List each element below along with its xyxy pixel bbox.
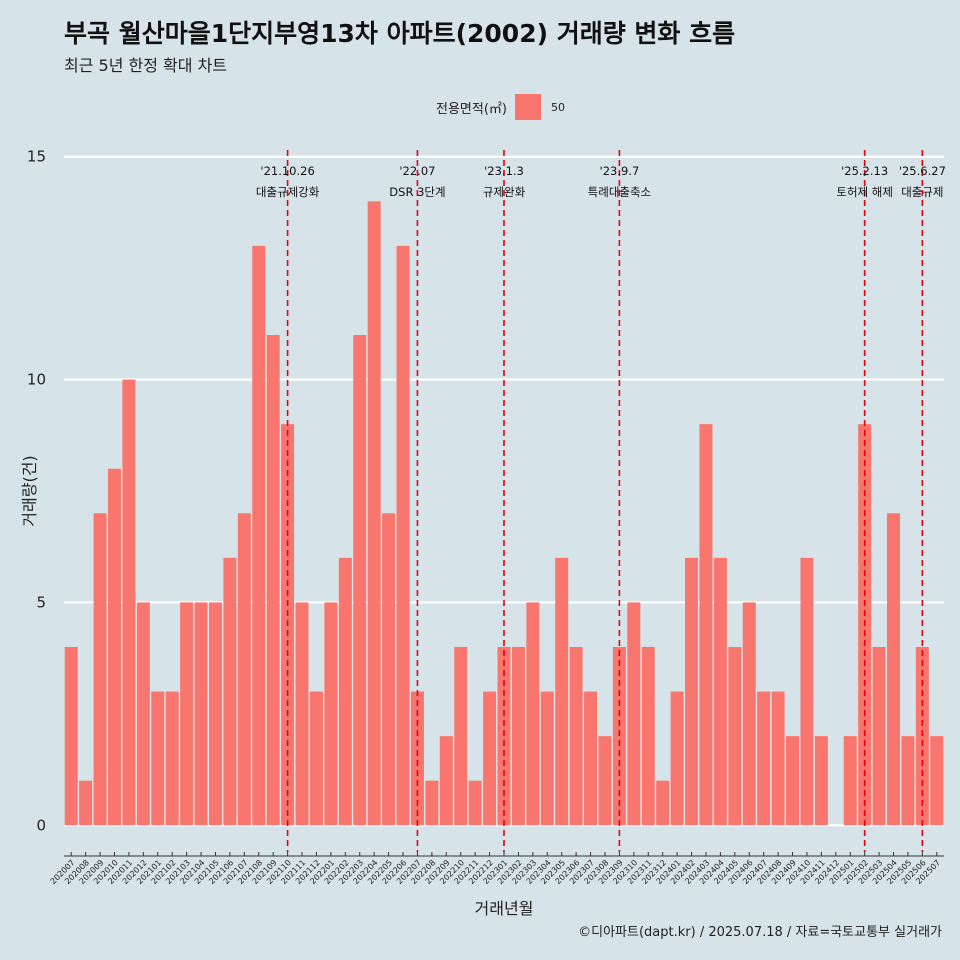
bar-202206 bbox=[396, 245, 410, 826]
bar-202107 bbox=[237, 513, 251, 826]
legend: 전용면적(㎡) 50 bbox=[436, 94, 565, 120]
bar-202306 bbox=[569, 646, 583, 826]
bar-202108 bbox=[252, 245, 266, 826]
bar-202405 bbox=[728, 646, 742, 826]
chart-title: 부곡 월산마을1단지부영13차 아파트(2002) 거래량 변화 흐름 bbox=[64, 19, 736, 48]
bar-202409 bbox=[786, 736, 800, 826]
bar-202011 bbox=[122, 379, 136, 826]
bar-202101 bbox=[151, 691, 165, 826]
event-label-202502: 토허제 해제 bbox=[836, 185, 893, 199]
bar-202208 bbox=[425, 780, 439, 826]
event-label-202506: 대출규제 bbox=[901, 185, 943, 199]
event-label-202110: 대출규제강화 bbox=[256, 185, 320, 199]
event-date-202207: '22.07 bbox=[399, 164, 435, 178]
y-axis-title: 거래량(건) bbox=[20, 455, 39, 526]
event-label-202309: 특례대출축소 bbox=[588, 185, 651, 199]
bar-202408 bbox=[771, 691, 785, 826]
event-date-202309: '23.9.7 bbox=[600, 164, 640, 178]
bar-202204 bbox=[367, 201, 381, 826]
bar-202112 bbox=[309, 691, 323, 826]
bar-202503 bbox=[872, 646, 886, 826]
legend-key-swatch bbox=[514, 94, 541, 120]
bar-202102 bbox=[165, 691, 179, 826]
chart-caption: ©디아파트(dapt.kr) / 2025.07.18 / 자료=국토교통부 실… bbox=[578, 925, 942, 940]
bar-202212 bbox=[483, 691, 497, 826]
bar-202403 bbox=[699, 424, 713, 826]
x-axis-title: 거래년월 bbox=[475, 899, 534, 918]
bar-202410 bbox=[800, 557, 814, 826]
bar-202205 bbox=[382, 513, 396, 826]
y-tick-label: 5 bbox=[36, 593, 46, 611]
chart-subtitle: 최근 5년 한정 확대 차트 bbox=[64, 56, 228, 75]
bar-202109 bbox=[266, 335, 280, 826]
event-label-202301: 규제완화 bbox=[483, 185, 526, 199]
bar-202009 bbox=[93, 513, 107, 826]
legend-label: 50 bbox=[550, 100, 565, 114]
bar-202407 bbox=[757, 691, 771, 826]
event-label-202207: DSR 3단계 bbox=[389, 185, 445, 199]
bar-202010 bbox=[108, 468, 121, 826]
bar-202105 bbox=[208, 602, 222, 826]
bar-202207 bbox=[410, 691, 424, 826]
bar-202202 bbox=[338, 557, 352, 826]
event-date-202301: '23.1.3 bbox=[484, 164, 524, 178]
bar-202310 bbox=[627, 602, 641, 826]
bar-202008 bbox=[79, 780, 93, 826]
bar-202406 bbox=[742, 602, 756, 826]
bar-202007 bbox=[64, 646, 78, 826]
bar-202203 bbox=[353, 335, 367, 826]
bar-202111 bbox=[295, 602, 309, 826]
bar-202303 bbox=[526, 602, 540, 826]
bar-202311 bbox=[641, 646, 655, 826]
bar-202307 bbox=[584, 691, 598, 826]
event-date-202502: '25.2.13 bbox=[841, 164, 888, 178]
bar-202507 bbox=[930, 736, 944, 826]
bar-202301 bbox=[497, 646, 511, 826]
y-tick-label: 15 bbox=[27, 148, 46, 166]
bar-202211 bbox=[468, 780, 482, 826]
bar-202103 bbox=[180, 602, 194, 826]
bar-202404 bbox=[713, 557, 727, 826]
bar-202201 bbox=[324, 602, 338, 826]
y-tick-label: 10 bbox=[27, 371, 46, 389]
bar-202401 bbox=[670, 691, 684, 826]
bar-202210 bbox=[454, 646, 468, 826]
bar-202209 bbox=[439, 736, 453, 826]
bar-202308 bbox=[598, 736, 612, 826]
event-date-202506: '25.6.27 bbox=[899, 164, 946, 178]
bar-202304 bbox=[540, 691, 554, 826]
bar-202504 bbox=[887, 513, 900, 826]
bar-202305 bbox=[555, 557, 569, 826]
bar-202505 bbox=[901, 736, 915, 826]
bar-202312 bbox=[656, 780, 670, 826]
bar-202302 bbox=[511, 646, 525, 826]
event-date-202110: '21.10.26 bbox=[260, 164, 314, 178]
y-tick-label: 0 bbox=[36, 816, 46, 834]
bar-202501 bbox=[843, 736, 857, 826]
bar-202402 bbox=[685, 557, 699, 826]
bar-202104 bbox=[194, 602, 208, 826]
bar-202411 bbox=[814, 736, 828, 826]
bar-202012 bbox=[136, 602, 150, 826]
legend-title: 전용면적(㎡) bbox=[436, 101, 507, 117]
bar-202506 bbox=[915, 646, 929, 826]
bar-202309 bbox=[612, 646, 626, 826]
bar-202106 bbox=[223, 557, 237, 826]
